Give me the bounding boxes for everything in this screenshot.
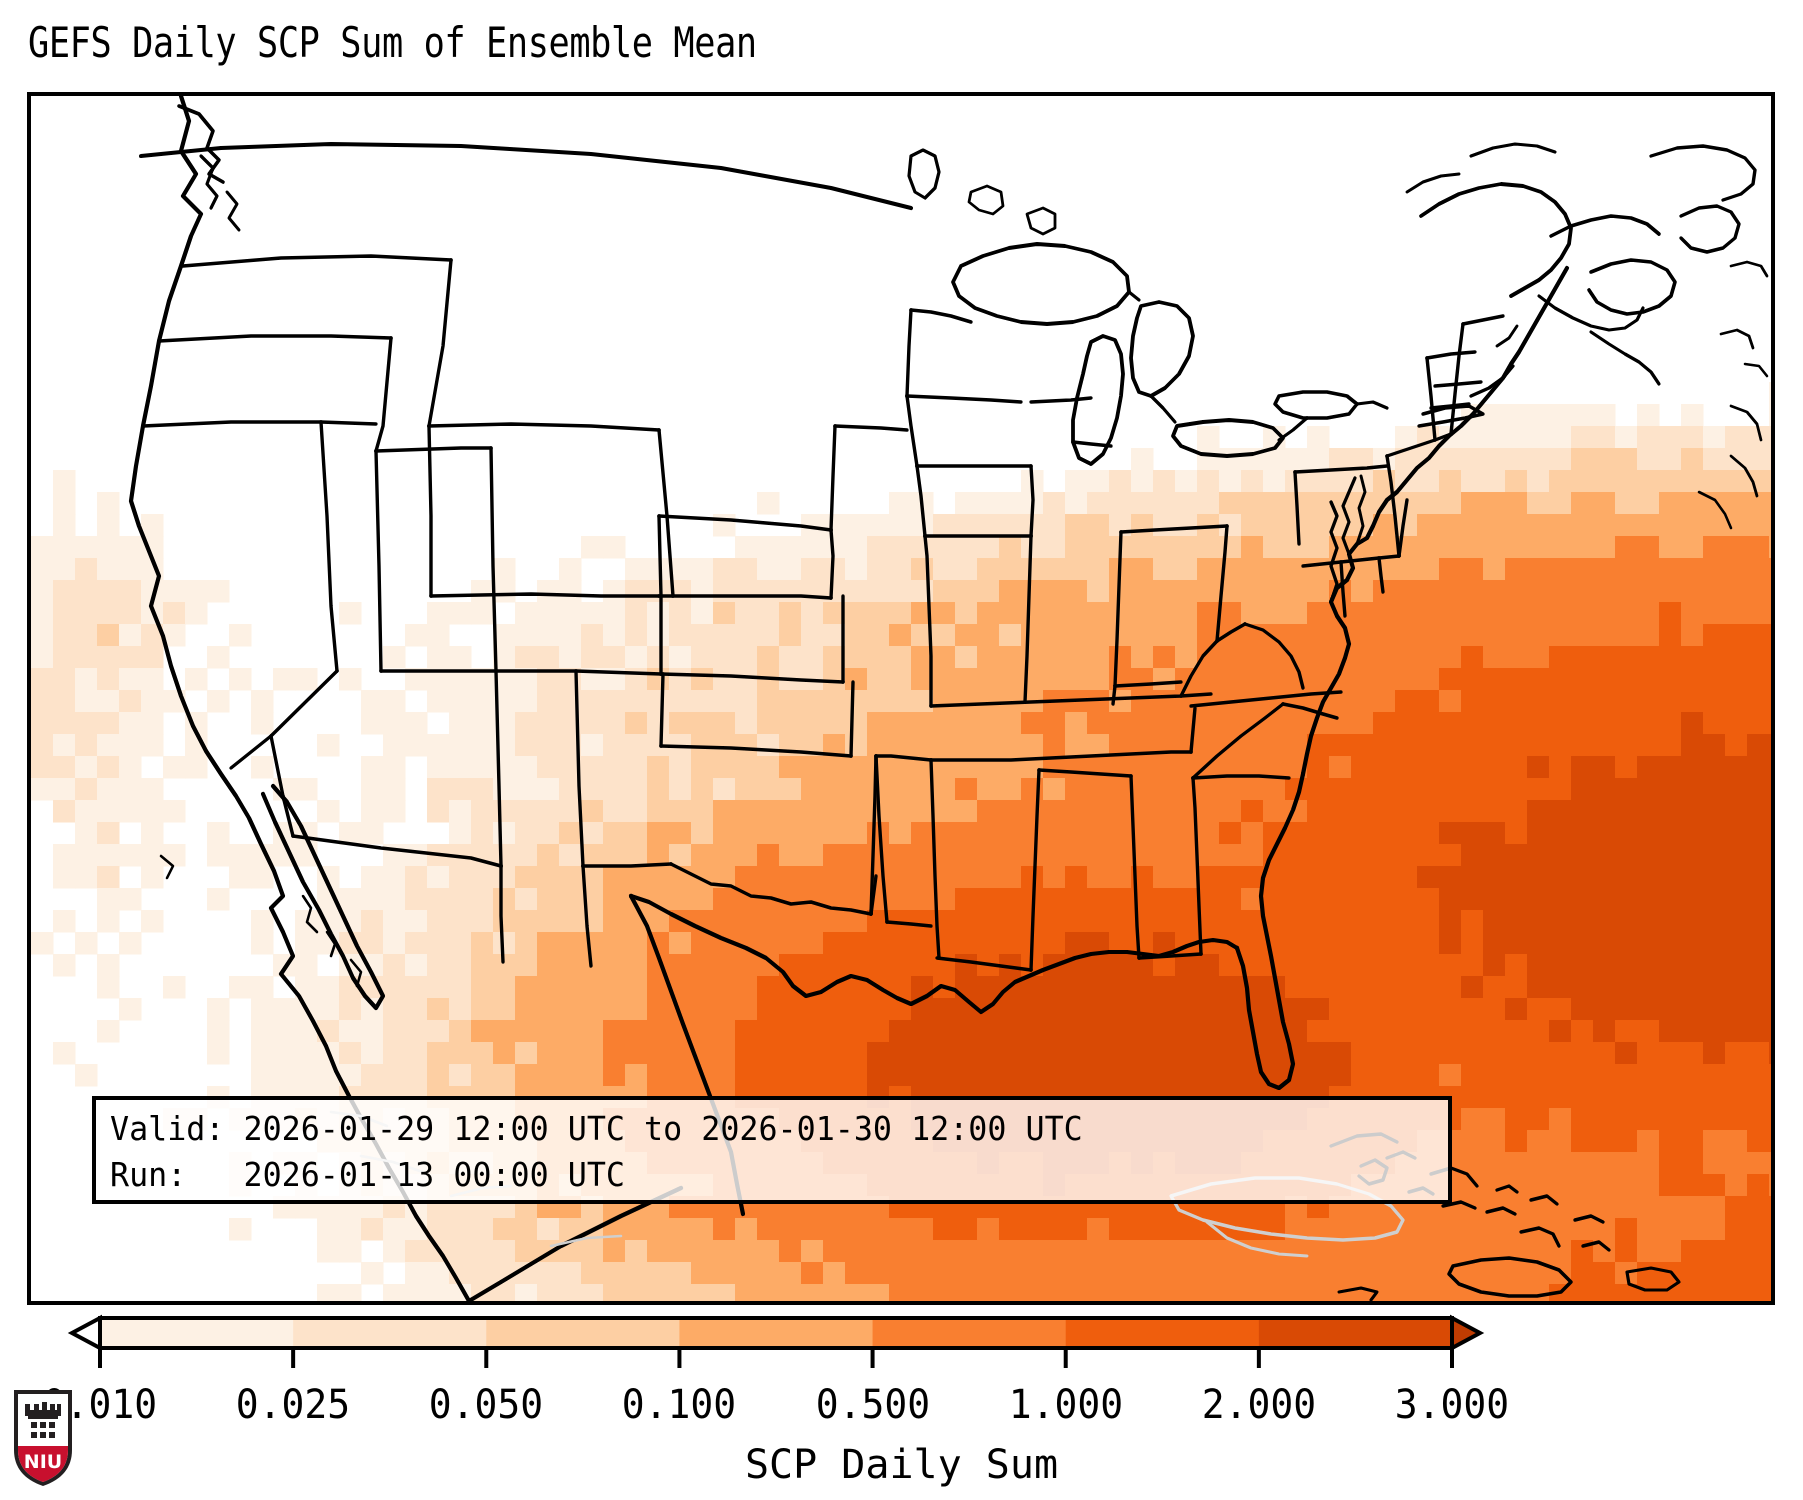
niu-shield-logo: NIU [14,1390,72,1486]
colorbar-band-3 [679,1318,874,1348]
colorbar-axis-label: SCP Daily Sum [744,1442,1059,1488]
page-title: GEFS Daily SCP Sum of Ensemble Mean [28,18,757,67]
colorbar-band-0 [100,1318,294,1348]
colorbar-svg [67,1314,1485,1368]
colorbar-tick-label-4: 0.500 [815,1382,930,1428]
colorbar-tick-label-2: 0.050 [429,1382,544,1428]
colorbar-outline [98,1316,1454,1350]
forecast-info-box: Valid: 2026-01-29 12:00 UTC to 2026-01-3… [92,1096,1452,1204]
colorbar-band-2 [486,1318,681,1348]
colorbar-band-1 [293,1318,487,1348]
colorbar-band-4 [872,1318,1067,1348]
colorbar-tick-label-6: 2.000 [1201,1382,1317,1428]
colorbar-under-arrow [67,1314,102,1352]
colorbar-band-5 [1065,1318,1260,1348]
colorbar-tick-label-7: 3.000 [1394,1382,1510,1428]
map-panel: Valid: 2026-01-29 12:00 UTC to 2026-01-3… [27,92,1775,1305]
niu-logo-text: NIU [24,1451,62,1473]
colorbar-tick-label-5: 1.000 [1008,1382,1123,1428]
colorbar-band-6 [1258,1318,1453,1348]
colorbar-tick-label-3: 0.100 [622,1382,737,1428]
colorbar-tick-label-1: 0.025 [235,1382,351,1428]
colorbar [0,1312,1803,1372]
colorbar-over-arrow [1450,1314,1485,1352]
valid-time-line: Valid: 2026-01-29 12:00 UTC to 2026-01-3… [110,1109,1083,1148]
run-time-line: Run: 2026-01-13 00:00 UTC [110,1155,625,1194]
